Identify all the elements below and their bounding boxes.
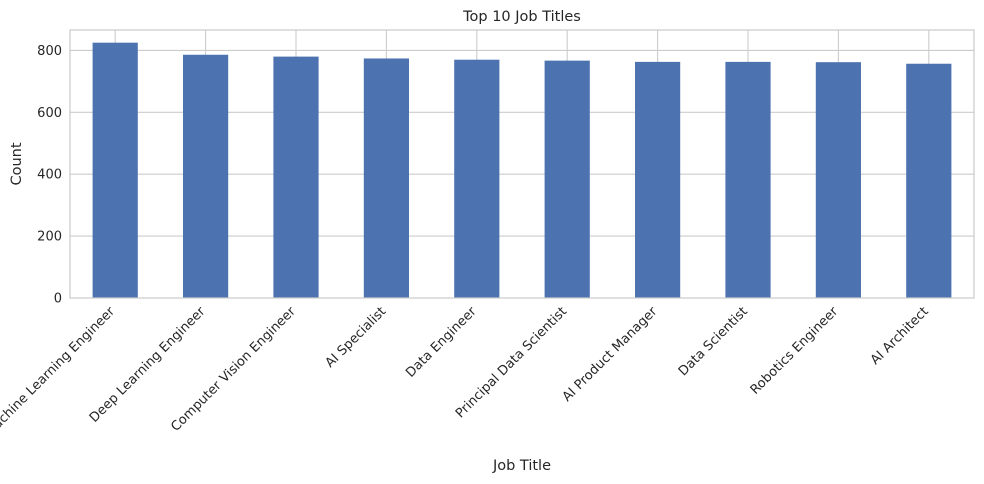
bar xyxy=(273,56,319,298)
y-tick-labels: 0 200 400 600 800 xyxy=(37,44,62,307)
bar xyxy=(906,63,952,298)
x-tick-label: AI Architect xyxy=(868,304,932,368)
y-tick-label: 800 xyxy=(37,44,62,59)
bar xyxy=(454,59,500,298)
y-tick-label: 0 xyxy=(54,292,62,307)
x-tick-label: Data Scientist xyxy=(676,304,751,379)
bar xyxy=(635,61,681,298)
x-axis-title: Job Title xyxy=(492,458,551,474)
bar xyxy=(725,61,771,298)
bar xyxy=(815,62,861,299)
y-tick-label: 400 xyxy=(37,168,62,183)
bar xyxy=(92,42,138,299)
bar xyxy=(363,58,409,298)
chart-title: Top 10 Job Titles xyxy=(462,9,581,25)
y-tick-label: 200 xyxy=(37,230,62,245)
bar xyxy=(544,60,590,298)
x-tick-label: AI Specialist xyxy=(323,304,390,371)
axes-frame xyxy=(69,29,975,299)
bars-group xyxy=(92,42,952,299)
plot-frame xyxy=(69,29,975,299)
x-tick-label: Data Engineer xyxy=(403,304,480,381)
y-tick-label: 600 xyxy=(37,106,62,121)
bar xyxy=(183,54,229,298)
y-axis-title: Count xyxy=(9,142,25,185)
x-tick-label: AI Product Manager xyxy=(560,304,661,405)
x-tick-label: Robotics Engineer xyxy=(748,304,842,398)
